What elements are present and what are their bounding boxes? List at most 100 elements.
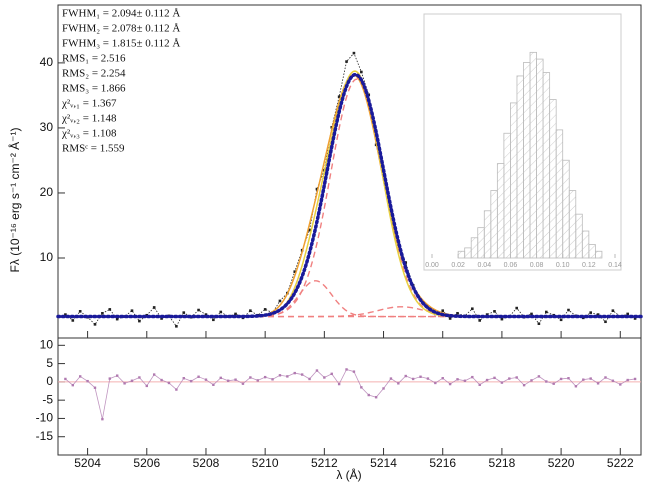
residual-point [389,377,393,380]
residual-y-tick-label: 10 [40,337,54,351]
residual-line [65,368,636,420]
annotation: RMS₁ = 2.516 [62,53,126,65]
residual-point [278,374,282,377]
observed-point [544,310,548,314]
observed-point [537,322,541,325]
inset-x-tick-label: 0.04 [477,262,491,269]
residual-point [71,383,74,387]
histogram-bar [568,190,577,259]
residual-y-tick-label: -10 [36,411,54,425]
observed-point [175,324,178,328]
annotation: χ²ᵥ,₃ = 1.108 [61,128,117,140]
residual-point [226,379,230,382]
observed-point [204,313,208,316]
residual-point [64,377,67,381]
histogram-bar [516,75,524,259]
residual-point [559,377,563,381]
residual-point [419,375,422,378]
observed-point [152,306,156,309]
observed-point [448,317,452,320]
residual-point [485,378,489,382]
annotation: RMS₂ = 2.254 [62,68,126,80]
observed-point [515,306,519,310]
observed-point [197,308,200,312]
residual-point [271,378,274,381]
observed-point [160,317,163,320]
observed-point [278,299,282,303]
component-curve [58,306,641,318]
residual-point [411,377,415,381]
residual-point [152,373,156,376]
residual-point [263,375,267,379]
observed-point [263,308,267,311]
residual-point [234,378,237,381]
observed-point [71,319,75,322]
residual-point [138,376,141,379]
histogram-bar [575,213,583,259]
histogram-bar [536,58,544,259]
residual-point [367,393,370,397]
residual-point [448,382,452,386]
x-tick-label: 5208 [193,456,220,470]
residual-point [574,385,578,388]
residual-point [204,378,208,381]
histogram-bar [594,250,603,259]
inset-x-tick-label: 0.08 [530,262,544,269]
annotation: FWHM₃ = 1.815± 0.112 Å [62,38,180,50]
residual-point [330,372,333,376]
residual-point [167,381,171,385]
residual-point [360,386,363,389]
residual-point [115,374,119,377]
observed-point [212,318,215,322]
histogram-bar [562,159,570,259]
residual-y-tick-label: 0 [46,374,53,388]
x-tick-label: 5216 [429,456,456,470]
inset-x-tick-label: 0.12 [582,262,596,269]
x-tick-label: 5218 [489,456,516,470]
observed-point [611,309,615,312]
residual-point [604,376,607,379]
observed-point [500,317,504,321]
histogram-bar [549,99,557,259]
observed-point [145,313,149,317]
residual-point [382,387,385,390]
residual-point [611,379,615,382]
observed-point [93,323,97,326]
residual-point [374,396,378,399]
residual-point [93,386,97,389]
residual-point [515,376,518,379]
observed-point [78,310,82,313]
residual-point [545,380,548,383]
residual-point [508,377,511,380]
residual-point [241,382,245,385]
residual-point [315,369,319,372]
observed-point [604,320,607,324]
observed-point [589,311,592,314]
residual-point [582,378,585,381]
residual-point [189,379,193,383]
x-tick-label: 5212 [311,456,338,470]
component-curve [58,78,641,318]
observed-point [108,308,112,311]
observed-point [441,309,445,312]
observed-point [293,270,297,273]
residual-point [522,383,526,387]
annotation: RMS₃ = 1.866 [62,83,126,95]
residual-point [175,388,178,391]
residual-point [352,370,356,373]
residual-point [219,376,222,380]
residual-point [404,374,407,378]
x-tick-label: 5210 [252,456,279,470]
residual-point [182,377,185,380]
residual-point [397,382,400,385]
observed-point [596,313,600,316]
observed-point [101,311,104,315]
observed-point [471,307,474,311]
histogram-bar [464,247,472,259]
residual-point [256,379,259,382]
residual-point [86,379,89,383]
histogram-bar [483,210,492,259]
histogram-bar [457,250,466,259]
observed-point [219,310,223,314]
residual-point [130,379,134,382]
